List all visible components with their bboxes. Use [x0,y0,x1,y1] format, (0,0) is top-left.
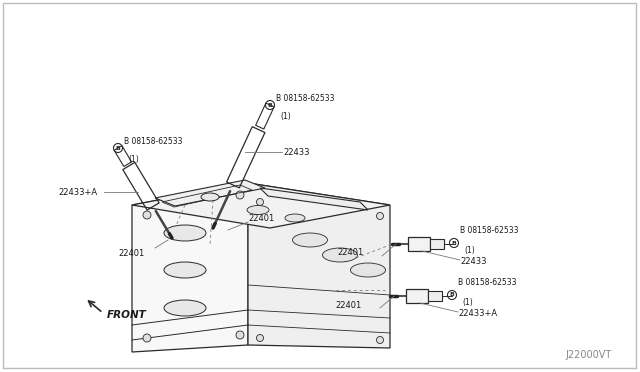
FancyBboxPatch shape [406,289,428,303]
Text: 22433: 22433 [283,148,310,157]
Text: (1): (1) [280,112,291,121]
Text: (1): (1) [128,155,139,164]
Ellipse shape [247,205,269,215]
Circle shape [257,334,264,341]
Text: 22401: 22401 [337,247,364,257]
Ellipse shape [323,248,358,262]
FancyBboxPatch shape [408,237,430,251]
Text: B: B [268,103,273,108]
Text: 22401: 22401 [335,301,361,311]
FancyBboxPatch shape [430,239,444,249]
Text: 22433: 22433 [460,257,486,266]
Ellipse shape [164,262,206,278]
Polygon shape [132,183,390,228]
Text: (1): (1) [462,298,473,307]
Text: B 08158-62533: B 08158-62533 [460,226,518,235]
Text: 22401: 22401 [248,214,275,222]
Polygon shape [132,183,248,352]
Circle shape [236,331,244,339]
Circle shape [257,199,264,205]
Polygon shape [155,180,265,206]
Text: (1): (1) [464,246,475,255]
Circle shape [376,337,383,343]
Circle shape [236,191,244,199]
Text: B 08158-62533: B 08158-62533 [458,278,516,287]
Circle shape [143,334,151,342]
Ellipse shape [292,233,328,247]
Text: 22401: 22401 [118,248,144,257]
Circle shape [143,211,151,219]
Polygon shape [260,188,368,210]
FancyBboxPatch shape [428,291,442,301]
Ellipse shape [164,300,206,316]
Text: B: B [452,241,456,246]
Circle shape [376,212,383,219]
Text: B 08158-62533: B 08158-62533 [124,137,182,146]
Ellipse shape [201,193,219,201]
Ellipse shape [285,214,305,222]
Text: 22433+A: 22433+A [58,187,97,196]
Text: B: B [449,292,454,298]
Ellipse shape [351,263,385,277]
Text: 22433+A: 22433+A [458,310,497,318]
Ellipse shape [164,225,206,241]
Text: B: B [116,145,120,151]
Polygon shape [248,183,390,348]
Text: FRONT: FRONT [107,310,147,320]
Text: J22000VT: J22000VT [566,350,612,360]
Text: B 08158-62533: B 08158-62533 [276,94,335,103]
